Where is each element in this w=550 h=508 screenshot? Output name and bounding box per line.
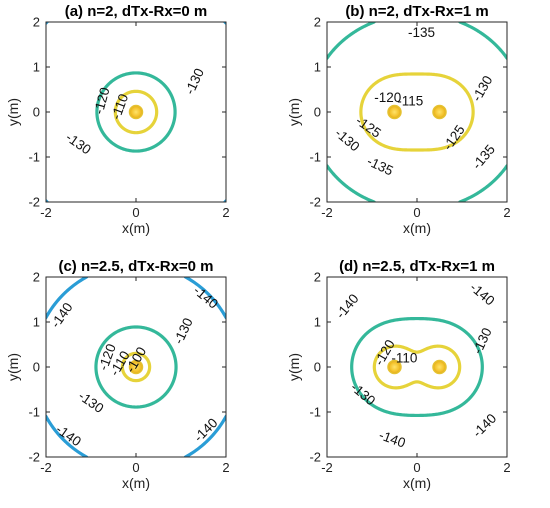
y-tick-label: -1 [28, 405, 40, 420]
y-tick-label: 0 [314, 105, 321, 120]
x-tick-label: 2 [222, 460, 229, 475]
panel-title: (b) n=2, dTx-Rx=1 m [345, 3, 488, 20]
contour-label: -140 [467, 280, 497, 309]
panel-title: (a) n=2, dTx-Rx=0 m [65, 3, 208, 20]
y-axis-label: y(m) [286, 98, 302, 126]
y-tick-label: 2 [314, 15, 321, 30]
contour-label: -130 [469, 73, 496, 104]
contour-line [94, 325, 178, 409]
x-tick-label: -2 [321, 205, 333, 220]
panel-title: (c) n=2.5, dTx-Rx=0 m [58, 258, 213, 275]
contour-label: -130 [332, 125, 362, 154]
y-tick-label: -2 [28, 450, 40, 465]
source-marker [432, 104, 447, 120]
contour-label: -110 [391, 351, 417, 366]
x-tick-label: 2 [503, 460, 510, 475]
x-tick-label: -2 [40, 205, 52, 220]
y-tick-label: -1 [309, 405, 321, 420]
contour-label: -135 [408, 25, 435, 40]
x-axis-label: x(m) [403, 220, 431, 236]
contour-label: -140 [48, 300, 76, 331]
contour-label: -135 [469, 142, 498, 172]
contour-line [327, 22, 507, 202]
y-tick-label: -2 [28, 195, 40, 210]
panel-title: (d) n=2.5, dTx-Rx=1 m [339, 258, 495, 275]
contour-line [113, 89, 159, 135]
y-tick-label: 2 [314, 270, 321, 285]
contour-label: -130 [470, 325, 495, 356]
source-marker [432, 359, 447, 375]
y-tick-label: 1 [314, 60, 321, 75]
contour-label: -130 [171, 316, 196, 347]
contour-panel: -120-110-130-130-140 -140-140 -140-2 0 2210-… [286, 258, 511, 491]
contour-label: -140 [333, 291, 362, 321]
y-tick-label: -2 [309, 195, 321, 210]
contour-line [350, 316, 484, 418]
y-tick-label: 0 [314, 360, 321, 375]
y-axis-label: y(m) [286, 353, 302, 381]
contour-line [46, 277, 226, 457]
x-tick-label: 2 [503, 205, 510, 220]
source-marker [387, 104, 402, 120]
x-tick-label: 0 [413, 460, 420, 475]
x-tick-label: 0 [413, 205, 420, 220]
y-tick-label: 2 [33, 270, 40, 285]
contour-line [95, 71, 177, 153]
plot-frame [326, 21, 508, 203]
contour-line [46, 22, 226, 202]
x-axis-label: x(m) [122, 220, 150, 236]
y-tick-label: 0 [33, 105, 40, 120]
contour-label: -140 [191, 283, 221, 312]
y-tick-label: 0 [33, 360, 40, 375]
y-tick-label: 2 [33, 15, 40, 30]
contour-panel: -100-110-120-130-130-140-140-140 -140-2 0 2… [5, 258, 230, 491]
contour-label: -110 [108, 92, 131, 122]
y-tick-label: 1 [33, 315, 40, 330]
contour-panel: -110-120 -130 -130 -2 0 2 2 1 0 -1 -2 (a) n=2, dTx-… [5, 3, 230, 236]
y-tick-label: -1 [28, 150, 40, 165]
y-tick-label: 1 [314, 315, 321, 330]
x-tick-label: 2 [222, 205, 229, 220]
contour-label: -130 [76, 388, 107, 416]
contour-label: -115 [397, 94, 423, 109]
contour-line [359, 72, 475, 152]
contour-label: -140 [191, 415, 221, 445]
y-tick-label: -1 [309, 150, 321, 165]
source-marker [128, 359, 144, 375]
contour-line [120, 351, 152, 383]
contour-label: -120 [374, 90, 401, 105]
contour-label: -130 [63, 130, 94, 158]
contour-label: -125 [353, 113, 384, 141]
contour-line [372, 344, 462, 390]
contour-label: -140 [377, 427, 408, 450]
x-axis-label: x(m) [122, 475, 150, 491]
y-axis-label: y(m) [5, 353, 21, 381]
y-axis-label: y(m) [5, 98, 21, 126]
contour-label: -140 [470, 411, 500, 441]
contour-panel: -135-120-115 -130-125-130 -125-135 -135-2 0 2… [286, 3, 511, 236]
contour-label: -135 [365, 153, 396, 178]
y-tick-label: -2 [309, 450, 321, 465]
y-tick-label: 1 [33, 60, 40, 75]
source-marker [387, 359, 402, 375]
x-tick-label: -2 [321, 460, 333, 475]
contour-label: -130 [182, 66, 207, 97]
contour-label: -120 [91, 86, 112, 116]
x-axis-label: x(m) [403, 475, 431, 491]
x-tick-label: 0 [132, 460, 139, 475]
x-tick-label: 0 [132, 205, 139, 220]
x-tick-label: -2 [40, 460, 52, 475]
source-marker [128, 104, 144, 120]
